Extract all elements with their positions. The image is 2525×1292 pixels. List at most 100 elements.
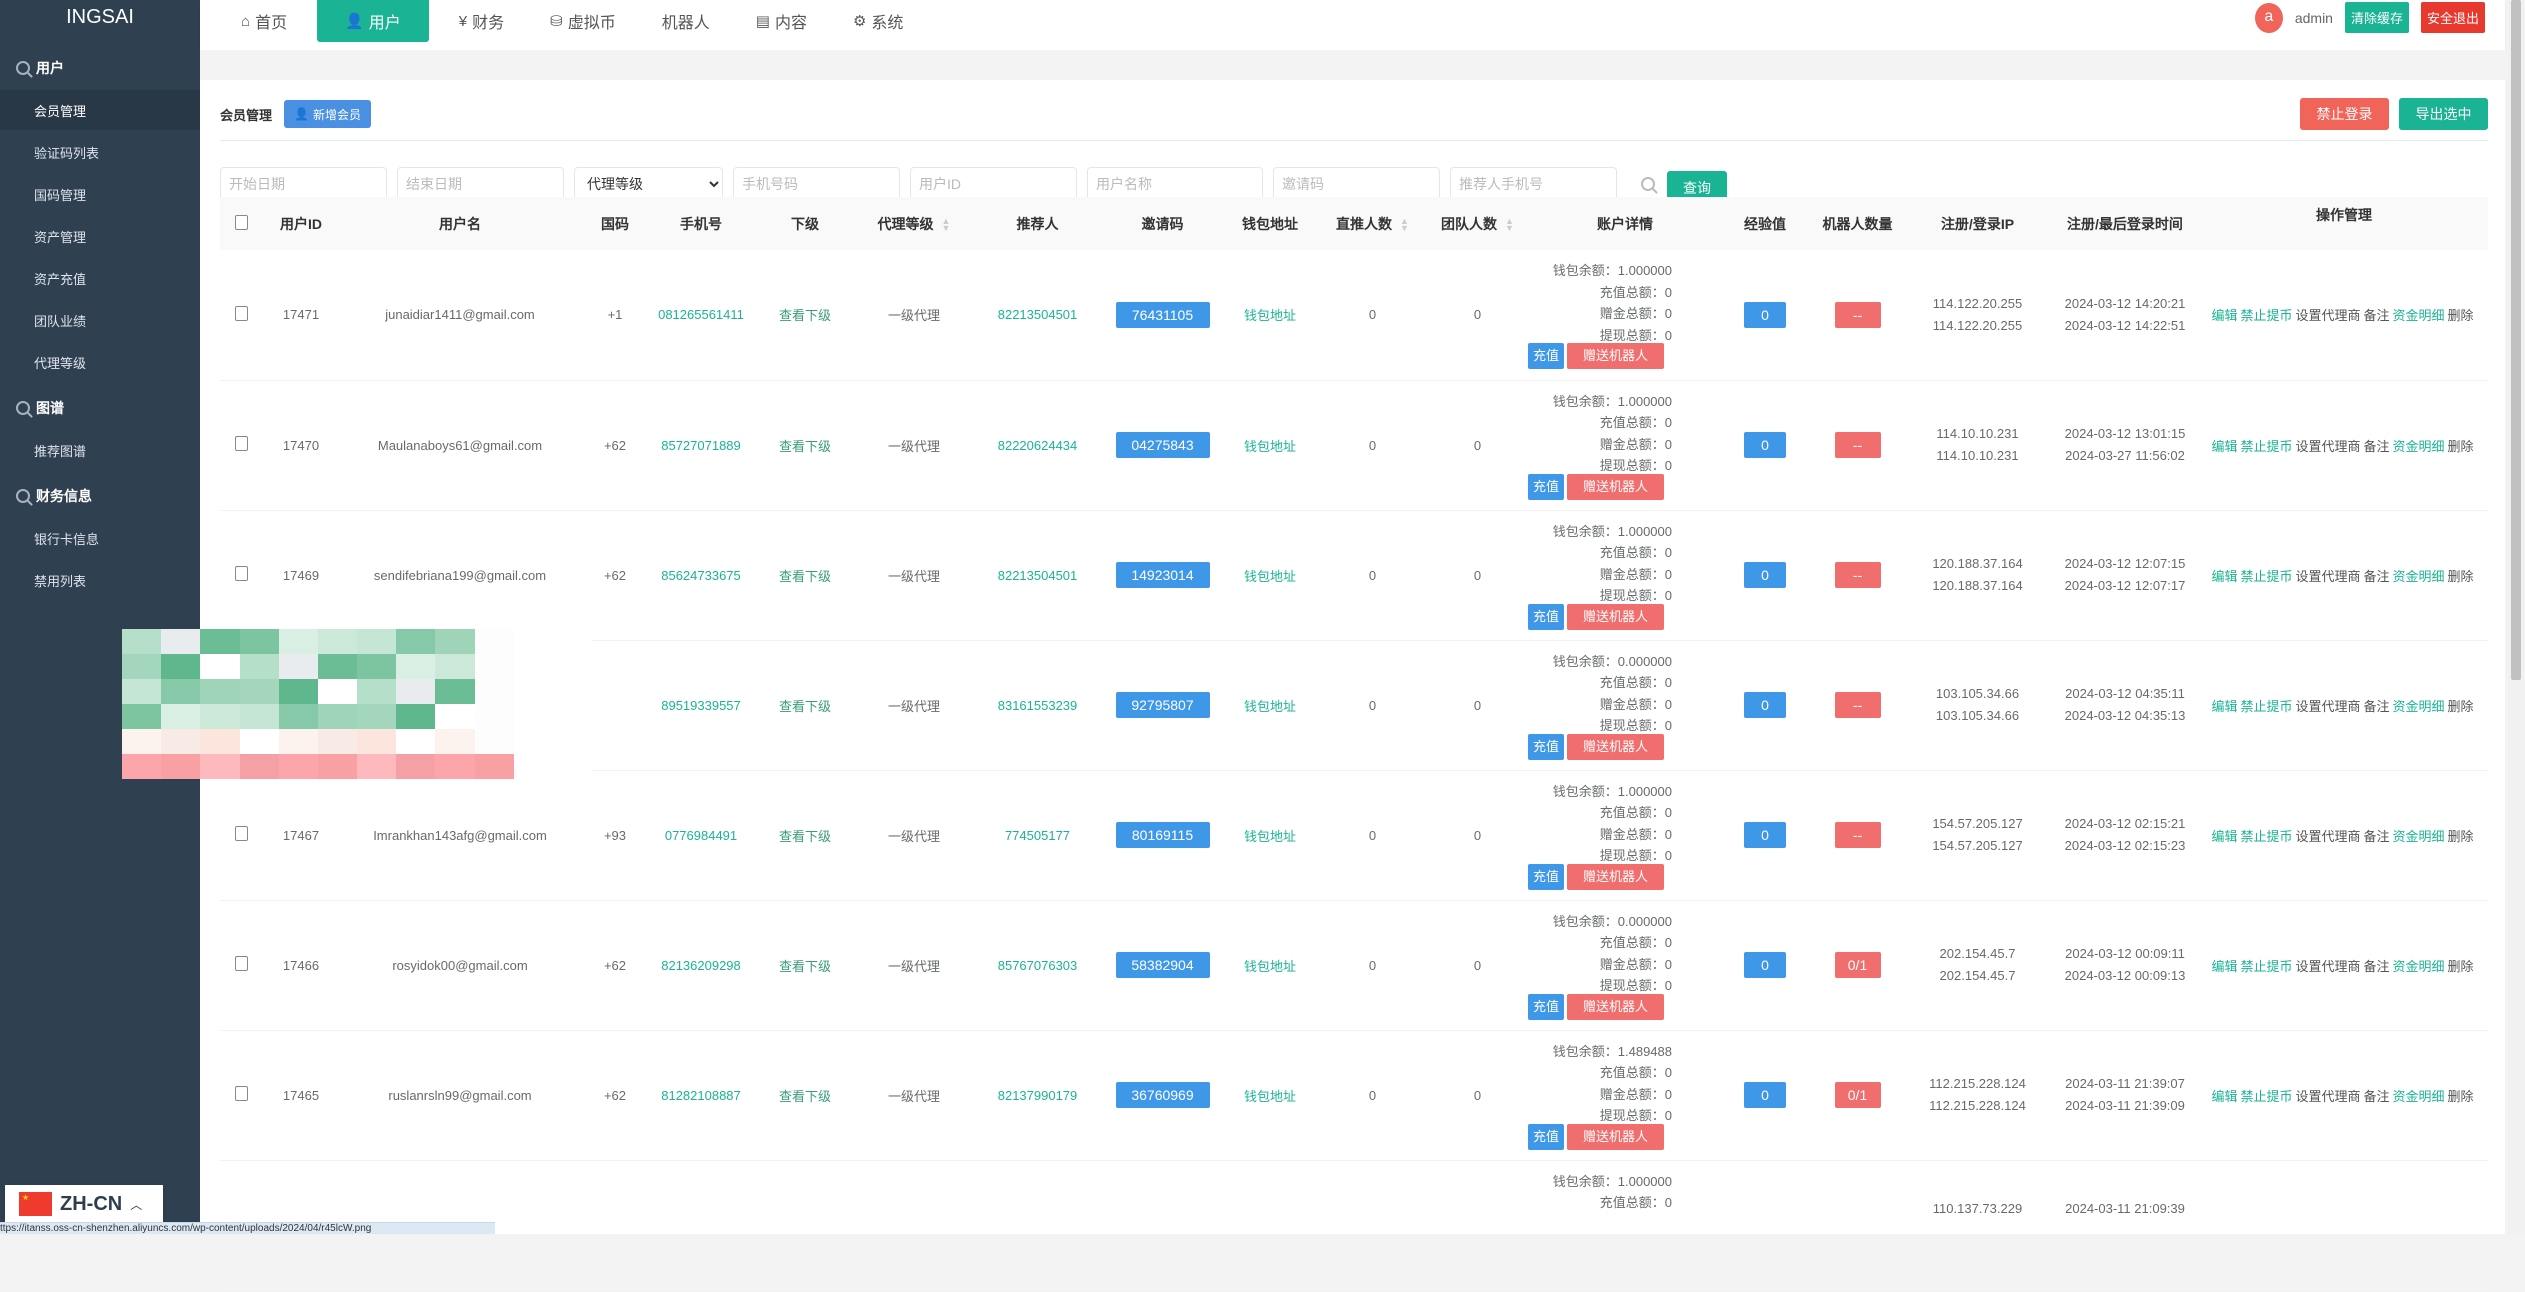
export-selected-button[interactable]: 导出选中 [2399, 98, 2488, 130]
fund-details-link[interactable]: 资金明细 [2392, 438, 2445, 454]
wallet-address-link[interactable]: 钱包地址 [1243, 958, 1296, 974]
delete-link[interactable]: 删除 [2447, 698, 2474, 714]
clear-cache-button[interactable]: 清除缓存 [2344, 2, 2409, 33]
fund-details-link[interactable]: 资金明细 [2392, 828, 2445, 844]
recharge-button[interactable]: 充值 [1528, 343, 1564, 370]
sidebar-item[interactable]: 资产充值 [34, 271, 87, 287]
sort-icon[interactable]: ▲ ▼ [941, 215, 951, 233]
row-checkbox[interactable] [234, 956, 248, 971]
set-agent-link[interactable]: 设置代理商 [2295, 438, 2361, 454]
nav-item[interactable]: ⛁ 虚拟币 [534, 0, 632, 42]
recharge-button[interactable]: 充值 [1528, 473, 1564, 500]
recharge-button[interactable]: 充值 [1528, 993, 1564, 1020]
gift-robot-button[interactable]: 赠送机器人 [1567, 343, 1664, 370]
invite-code-badge[interactable]: 14923014 [1115, 562, 1210, 588]
row-checkbox[interactable] [234, 1086, 248, 1101]
invite-code-input[interactable] [1273, 166, 1440, 201]
scrollbar[interactable] [2508, 0, 2525, 1234]
set-agent-link[interactable]: 设置代理商 [2295, 308, 2361, 324]
robot-count-badge[interactable]: -- [1834, 822, 1881, 848]
ban-withdraw-link[interactable]: 禁止提币 [2240, 1088, 2293, 1104]
robot-count-badge[interactable]: -- [1834, 301, 1881, 328]
nav-item[interactable]: ▤ 内容 [740, 0, 823, 42]
robot-count-badge[interactable]: -- [1834, 432, 1881, 458]
view-subordinates-link[interactable]: 查看下级 [778, 698, 831, 714]
invite-code-badge[interactable]: 58382904 [1115, 952, 1210, 978]
invite-code-badge[interactable]: 92795807 [1115, 692, 1210, 718]
fund-details-link[interactable]: 资金明细 [2392, 958, 2445, 974]
edit-link[interactable]: 编辑 [2211, 568, 2238, 584]
set-agent-link[interactable]: 设置代理商 [2295, 958, 2361, 974]
remark-link[interactable]: 备注 [2363, 698, 2390, 714]
experience-badge[interactable]: 0 [1744, 562, 1786, 588]
set-agent-link[interactable]: 设置代理商 [2295, 568, 2361, 584]
select-all-checkbox[interactable] [234, 214, 248, 230]
edit-link[interactable]: 编辑 [2211, 698, 2238, 714]
nav-item[interactable]: ⚙ 系统 [837, 0, 919, 42]
phone-link[interactable]: 0776984491 [664, 827, 738, 843]
sort-icon[interactable]: ▲ ▼ [1505, 215, 1514, 233]
invite-code-badge[interactable]: 76431105 [1115, 301, 1210, 328]
delete-link[interactable]: 删除 [2447, 568, 2474, 584]
nav-item[interactable]: 机器人 [646, 0, 726, 42]
phone-link[interactable]: 89519339557 [661, 697, 741, 713]
referrer-link[interactable]: 82213504501 [997, 307, 1078, 323]
wallet-address-link[interactable]: 钱包地址 [1243, 828, 1296, 844]
nav-item[interactable]: 👤 用户 [317, 0, 429, 42]
end-date-input[interactable] [397, 166, 564, 201]
referrer-link[interactable]: 85767076303 [997, 957, 1078, 973]
fund-details-link[interactable]: 资金明细 [2392, 698, 2445, 714]
sidebar-item[interactable]: 会员管理 [0, 90, 200, 130]
nav-item[interactable]: ¥ 财务 [443, 0, 520, 42]
view-subordinates-link[interactable]: 查看下级 [778, 1088, 831, 1104]
remark-link[interactable]: 备注 [2363, 828, 2390, 844]
logout-button[interactable]: 安全退出 [2420, 2, 2485, 33]
gift-robot-button[interactable]: 赠送机器人 [1567, 603, 1664, 630]
ban-withdraw-link[interactable]: 禁止提币 [2240, 698, 2293, 714]
view-subordinates-link[interactable]: 查看下级 [778, 568, 831, 584]
scrollbar-thumb[interactable] [2511, 0, 2521, 680]
phone-link[interactable]: 081265561411 [658, 307, 744, 323]
remark-link[interactable]: 备注 [2363, 438, 2390, 454]
ban-withdraw-link[interactable]: 禁止提币 [2240, 828, 2293, 844]
phone-link[interactable]: 81282108887 [661, 1087, 741, 1103]
experience-badge[interactable]: 0 [1744, 1082, 1786, 1108]
delete-link[interactable]: 删除 [2447, 308, 2474, 324]
view-subordinates-link[interactable]: 查看下级 [778, 958, 831, 974]
wallet-address-link[interactable]: 钱包地址 [1243, 308, 1296, 324]
column-header[interactable]: 团队人数 ▲ ▼ [1425, 197, 1530, 250]
phone-link[interactable]: 85624733675 [661, 567, 741, 583]
row-checkbox[interactable] [234, 436, 248, 451]
gift-robot-button[interactable]: 赠送机器人 [1567, 733, 1664, 760]
experience-badge[interactable]: 0 [1744, 952, 1786, 978]
edit-link[interactable]: 编辑 [2211, 958, 2238, 974]
wallet-address-link[interactable]: 钱包地址 [1243, 1088, 1296, 1104]
set-agent-link[interactable]: 设置代理商 [2295, 698, 2361, 714]
sidebar-item[interactable]: 验证码列表 [34, 145, 100, 161]
fund-details-link[interactable]: 资金明细 [2392, 568, 2445, 584]
recharge-button[interactable]: 充值 [1528, 1123, 1564, 1150]
gift-robot-button[interactable]: 赠送机器人 [1567, 473, 1664, 500]
referrer-link[interactable]: 82213504501 [997, 567, 1078, 583]
sidebar-section[interactable]: 用户 [0, 48, 200, 88]
sidebar-item[interactable]: 推荐图谱 [34, 443, 87, 459]
invite-code-badge[interactable]: 04275843 [1115, 432, 1210, 458]
remark-link[interactable]: 备注 [2363, 1088, 2390, 1104]
edit-link[interactable]: 编辑 [2211, 308, 2238, 324]
sidebar-item[interactable]: 银行卡信息 [34, 531, 100, 547]
set-agent-link[interactable]: 设置代理商 [2295, 828, 2361, 844]
start-date-input[interactable] [220, 166, 387, 201]
sort-icon[interactable]: ▲ ▼ [1400, 215, 1409, 233]
column-header[interactable]: 直推人数 ▲ ▼ [1320, 197, 1425, 250]
edit-link[interactable]: 编辑 [2211, 828, 2238, 844]
avatar[interactable]: a [2254, 2, 2283, 33]
sidebar-section[interactable]: 图谱 [0, 388, 200, 428]
recharge-button[interactable]: 充值 [1528, 863, 1564, 890]
row-checkbox[interactable] [234, 826, 248, 841]
referrer-link[interactable]: 83161553239 [997, 697, 1078, 713]
phone-link[interactable]: 82136209298 [661, 957, 741, 973]
remark-link[interactable]: 备注 [2363, 958, 2390, 974]
view-subordinates-link[interactable]: 查看下级 [778, 828, 831, 844]
experience-badge[interactable]: 0 [1744, 432, 1786, 458]
nav-item[interactable]: ⌂ 首页 [225, 0, 303, 42]
